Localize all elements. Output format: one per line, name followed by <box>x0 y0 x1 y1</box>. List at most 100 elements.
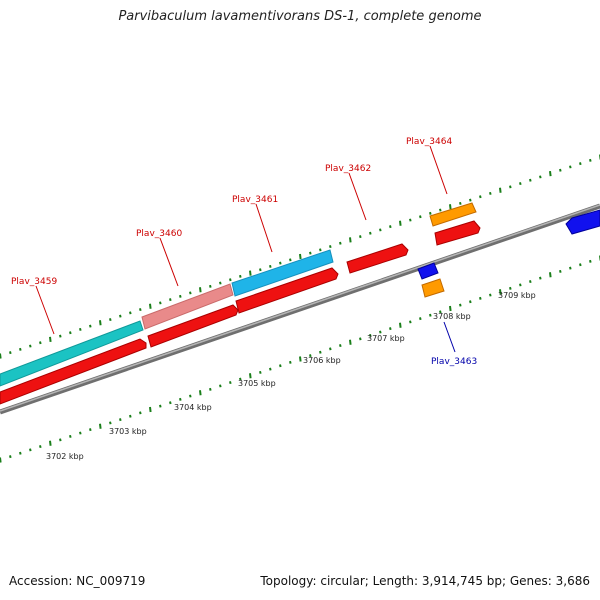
tick-upper-minor <box>219 281 222 285</box>
scale-label-3704: 3704 kbp <box>174 403 212 412</box>
tick-upper-minor <box>559 168 562 172</box>
tick-lower-major <box>499 289 502 295</box>
tick-upper-minor <box>129 311 132 315</box>
gene-arrow-blue-right[interactable] <box>565 209 600 235</box>
tick-upper-minor <box>489 191 492 195</box>
tick-lower-minor <box>269 367 272 371</box>
tick-upper-major <box>549 170 552 177</box>
tick-upper-minor <box>179 294 182 298</box>
gene-arrow-small-red[interactable] <box>434 220 481 246</box>
tick-upper-minor <box>519 182 522 186</box>
scale-labels: 3702 kbp 3703 kbp 3704 kbp 3705 kbp 3706… <box>46 291 536 461</box>
tick-upper-major <box>49 336 52 343</box>
tick-lower-minor <box>389 327 392 331</box>
tick-lower-minor <box>419 317 422 321</box>
tick-upper-minor <box>309 251 312 255</box>
tick-lower-major <box>0 457 2 463</box>
tick-lower-minor <box>479 296 482 300</box>
gene-arrow-plav-3459[interactable] <box>0 338 147 405</box>
gene-label-plav-3462[interactable]: Plav_3462 <box>325 164 371 174</box>
tick-lower-minor <box>139 411 142 415</box>
scale-label-3703: 3703 kbp <box>109 427 147 436</box>
scale-label-3709: 3709 kbp <box>498 291 536 300</box>
gene-label-plav-3460[interactable]: Plav_3460 <box>136 229 182 239</box>
callout-plav-3464 <box>429 145 448 195</box>
tick-upper-minor <box>509 185 512 189</box>
tick-upper-minor <box>529 178 532 182</box>
gene-arrow-plav-3460[interactable] <box>147 304 239 348</box>
genome-backbone <box>0 203 600 415</box>
tick-lower-minor <box>69 434 72 438</box>
tick-lower-minor <box>329 347 332 351</box>
tick-upper-minor <box>379 228 382 232</box>
tick-upper-minor <box>269 264 272 268</box>
tick-upper-major <box>349 237 352 243</box>
tick-upper-minor <box>79 327 82 331</box>
tick-lower-minor <box>359 337 362 341</box>
tick-lower-minor <box>589 259 592 263</box>
tick-lower-minor <box>89 428 92 432</box>
tick-upper-minor <box>279 261 282 265</box>
tick-upper-minor <box>159 301 162 305</box>
tick-lower-minor <box>569 266 572 270</box>
gene-label-plav-3459[interactable]: Plav_3459 <box>11 277 57 287</box>
callout-plav-3462 <box>348 172 367 221</box>
tick-upper-minor <box>19 347 22 351</box>
tick-upper-major <box>199 287 202 293</box>
gene-arrow-plav-3463[interactable] <box>417 262 439 280</box>
tick-lower-minor <box>489 293 492 297</box>
tick-upper-major <box>99 320 102 326</box>
tick-lower-minor <box>29 448 32 452</box>
tick-lower-major <box>449 305 452 312</box>
tick-lower-major <box>349 339 352 345</box>
gene-label-plav-3461[interactable]: Plav_3461 <box>232 195 278 205</box>
tick-lower-minor <box>109 421 112 425</box>
tick-upper-minor <box>439 208 442 212</box>
tick-upper-minor <box>459 201 462 205</box>
tick-lower-major <box>199 390 202 396</box>
scale-label-3707: 3707 kbp <box>367 334 405 343</box>
scale-label-3706: 3706 kbp <box>303 356 341 365</box>
tick-upper-major <box>449 204 452 210</box>
tick-upper-minor <box>579 162 582 166</box>
gene-arrow-orange-small[interactable] <box>421 278 445 298</box>
tick-lower-minor <box>439 310 442 314</box>
scale-label-3702: 3702 kbp <box>46 452 84 461</box>
tick-upper-minor <box>479 195 482 199</box>
band-teal <box>0 320 144 387</box>
tick-lower-minor <box>369 333 372 337</box>
tick-lower-major <box>299 356 302 362</box>
tick-upper-major <box>249 270 252 276</box>
gene-arrow-plav-3464[interactable] <box>429 202 477 227</box>
gene-label-plav-3464[interactable]: Plav_3464 <box>406 137 452 147</box>
genome-title: Parvibaculum lavamentivorans DS-1, compl… <box>118 9 482 24</box>
callout-plav-3460 <box>159 237 179 287</box>
tick-upper-major <box>0 353 2 359</box>
tick-lower-minor <box>379 330 382 334</box>
tick-lower-major <box>99 423 102 429</box>
tick-upper-minor <box>419 215 422 219</box>
genome-backbone-highlight <box>0 204 600 412</box>
scale-label-3708: 3708 kbp <box>433 312 471 321</box>
orange-genes <box>421 202 477 298</box>
tick-upper-minor <box>389 225 392 229</box>
tick-lower-minor <box>9 455 12 459</box>
tick-upper-minor <box>259 268 262 272</box>
callout-plav-3463 <box>443 321 456 353</box>
tick-lower-minor <box>119 418 122 422</box>
tick-upper-major <box>399 220 402 226</box>
tick-lower-minor <box>159 404 162 408</box>
tick-upper-minor <box>429 211 432 215</box>
tick-lower-minor <box>79 431 82 435</box>
tick-lower-minor <box>319 350 322 354</box>
gene-arrow-plav-3462[interactable] <box>346 243 409 274</box>
tick-upper-minor <box>209 284 212 288</box>
tick-upper-major <box>149 303 152 309</box>
tick-upper-minor <box>109 318 112 322</box>
tick-lower-minor <box>189 394 192 398</box>
gene-label-plav-3463[interactable]: Plav_3463 <box>431 357 477 367</box>
tick-lower-minor <box>39 445 42 449</box>
tick-upper-minor <box>239 274 242 278</box>
gene-arrow-plav-3461[interactable] <box>235 267 339 314</box>
